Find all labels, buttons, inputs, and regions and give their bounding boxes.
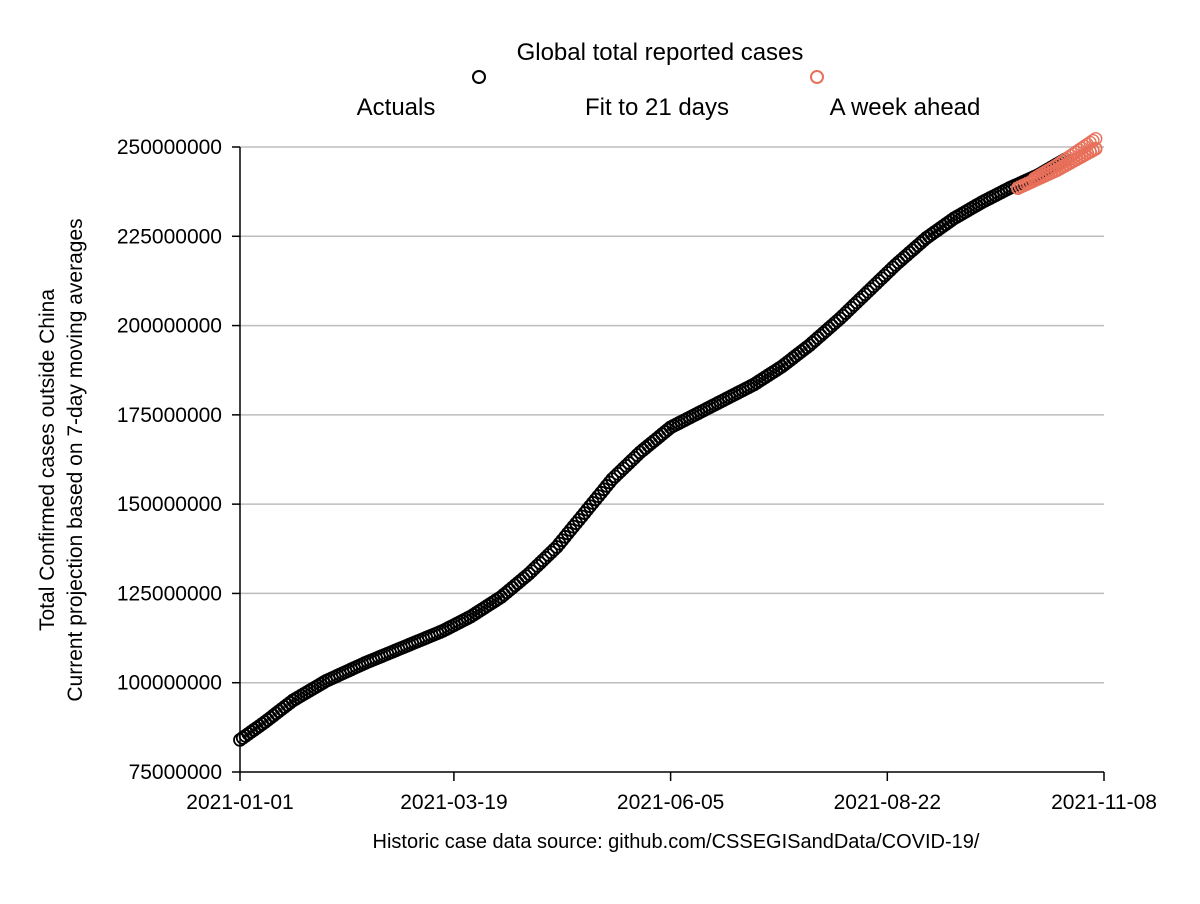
legend: Actuals Fit to 21 days A week ahead xyxy=(357,70,981,121)
legend-marker-actuals xyxy=(472,70,486,84)
series-layer xyxy=(233,132,1103,747)
x-tick-label: 2021-03-19 xyxy=(400,791,507,814)
y-tick-label: 200000000 xyxy=(117,315,222,338)
y-tick-labels: 75000000 100000000 125000000 150000000 17500… xyxy=(117,136,222,784)
y-tick-label: 75000000 xyxy=(129,761,222,784)
x-tick-label: 2021-08-22 xyxy=(834,791,941,814)
y-tick-label: 175000000 xyxy=(117,404,222,427)
series-a-week-ahead xyxy=(1010,132,1103,195)
y-tick-label: 225000000 xyxy=(117,225,222,248)
y-tick-label: 125000000 xyxy=(117,582,222,605)
x-tick-label: 2021-01-01 xyxy=(186,791,293,814)
series-actuals xyxy=(233,152,1073,747)
data-point xyxy=(1088,141,1103,156)
y-tick-label: 100000000 xyxy=(117,672,222,695)
legend-label-week-ahead: A week ahead xyxy=(830,94,981,121)
x-axis-label: Historic case data source: github.com/CS… xyxy=(373,831,980,853)
axes xyxy=(232,146,1105,781)
chart-title: Global total reported cases xyxy=(517,39,804,66)
gridlines xyxy=(240,146,1104,684)
x-tick-labels: 2021-01-01 2021-03-19 2021-06-05 2021-08-22… xyxy=(186,791,1157,814)
data-point xyxy=(1088,132,1103,146)
legend-marker-week-ahead xyxy=(810,70,824,84)
x-tick-label: 2021-06-05 xyxy=(617,791,724,814)
y-tick-label: 250000000 xyxy=(117,136,222,159)
legend-label-actuals: Actuals xyxy=(357,94,436,121)
x-tick-label: 2021-11-08 xyxy=(1051,791,1157,814)
y-tick-label: 150000000 xyxy=(117,493,222,516)
data-point xyxy=(1086,133,1100,148)
legend-label-fit: Fit to 21 days xyxy=(585,94,729,121)
y-axis-label-line-2: Current projection based on 7-day moving… xyxy=(64,218,87,701)
y-axis-label-line-1: Total Confirmed cases outside China xyxy=(36,289,59,631)
